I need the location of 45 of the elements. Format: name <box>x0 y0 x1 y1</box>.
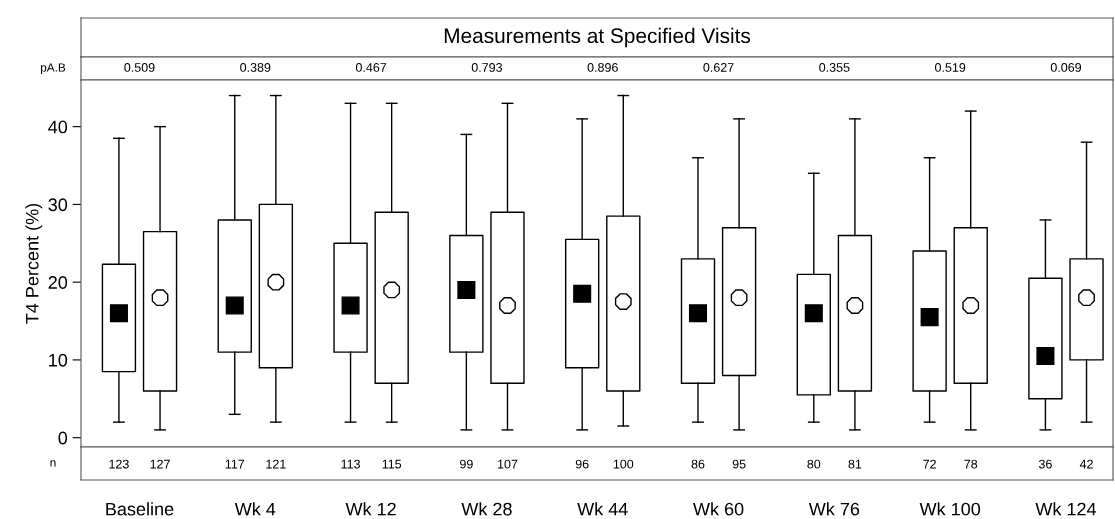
x-tick-label: Baseline <box>106 502 174 516</box>
text: 72 <box>923 459 936 469</box>
text: 127 <box>150 459 170 469</box>
x-tick-label: Wk 4 <box>234 502 276 516</box>
text: 80 <box>807 459 821 469</box>
text: 78 <box>964 459 978 469</box>
text: 123 <box>109 459 129 469</box>
text: pA.B <box>40 63 66 74</box>
text: 121 <box>266 459 286 469</box>
x-tick-label: Wk 100 <box>919 502 981 516</box>
x-tick-label: Wk 44 <box>577 502 628 516</box>
text: 113 <box>341 459 360 469</box>
text: 0.355 <box>819 63 850 72</box>
text: 117 <box>225 459 245 469</box>
text: 107 <box>498 459 518 469</box>
x-tick-label: Wk 12 <box>345 502 396 516</box>
text: 100 <box>613 459 634 469</box>
text: 95 <box>732 459 746 469</box>
text: 0.509 <box>124 63 155 72</box>
text: 36 <box>1038 459 1052 469</box>
text: 0.519 <box>935 63 966 72</box>
y-tick-label: 20 <box>48 276 68 289</box>
text: 81 <box>848 459 862 469</box>
text: 99 <box>460 459 473 469</box>
y-axis-title: T4 Percent (%) <box>25 203 43 324</box>
text: 0.793 <box>471 63 503 72</box>
text: 96 <box>575 459 589 469</box>
text: 0.069 <box>1050 63 1082 72</box>
text: n <box>50 460 56 467</box>
text: 115 <box>382 459 402 469</box>
x-tick-label: Wk 60 <box>693 502 744 516</box>
x-tick-label: Wk 76 <box>808 502 860 516</box>
x-tick-label: Wk 124 <box>1035 502 1097 516</box>
y-tick-label: 30 <box>48 198 68 212</box>
chart-title: Measurements at Specified Visits <box>444 27 751 48</box>
y-tick-label: 10 <box>49 353 68 367</box>
text: 0.467 <box>355 63 387 72</box>
text: 0.627 <box>703 63 734 72</box>
y-tick-label: 40 <box>48 120 68 134</box>
y-tick-label: 0 <box>58 431 68 445</box>
text: 42 <box>1079 459 1093 469</box>
text: 86 <box>691 459 705 469</box>
text: 0.389 <box>240 63 271 72</box>
text: 0.896 <box>587 63 618 72</box>
x-tick-label: Wk 28 <box>461 502 512 516</box>
